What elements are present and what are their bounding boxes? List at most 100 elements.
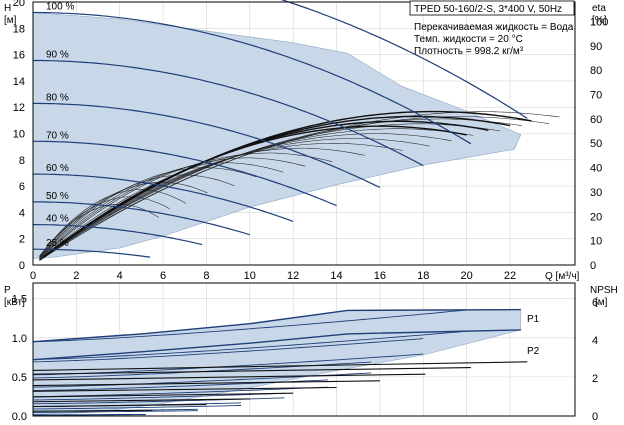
p2-label: P2 — [527, 346, 540, 357]
npsh-tick-label: 2 — [592, 373, 598, 385]
head-axis-unit: [м] — [4, 15, 17, 26]
eta-tick-label: 10 — [590, 236, 602, 248]
head-tick-label: 18 — [13, 23, 25, 35]
power-tick-label: 0.5 — [12, 372, 27, 384]
p1-label: P1 — [527, 314, 540, 325]
efficiency-curve — [39, 203, 159, 257]
head-curve — [33, 248, 151, 258]
speed-label: 25 % — [46, 238, 69, 249]
eta-axis-unit: [%] — [592, 15, 607, 26]
head-curve — [33, 224, 203, 246]
speed-labels: 110 %100 %90 %80 %70 %60 %50 %40 %25 % — [46, 2, 74, 250]
head-curve — [33, 140, 337, 207]
power-plot-frame — [32, 282, 576, 417]
flow-tick-label: 8 — [203, 270, 209, 282]
head-curve — [33, 201, 250, 236]
npsh-axis-label: NPSH — [590, 285, 618, 296]
power-series-curves — [32, 308, 521, 361]
head-curve — [33, 59, 424, 167]
flow-axis-label: Q [м³/ч] — [545, 271, 580, 282]
efficiency-curve — [39, 167, 257, 258]
efficiency-curves — [39, 110, 560, 261]
npsh-curve — [32, 367, 471, 375]
eta-tick-label: 70 — [590, 90, 602, 102]
eta-tick-label: 40 — [590, 163, 602, 175]
flow-tick-label: 6 — [160, 270, 166, 282]
speed-label: 60 % — [46, 163, 69, 174]
eta-tick-label: 60 — [590, 114, 602, 126]
npsh-curve — [32, 361, 528, 371]
flow-tick-label: 4 — [117, 270, 123, 282]
flow-tick-label: 10 — [244, 270, 256, 282]
power-tick-labels: 0.0 0.5 1.0 1.5 — [12, 294, 27, 423]
flow-tick-labels: 0 2 4 6 8 10 12 14 16 18 20 22 — [30, 270, 516, 282]
speed-label: 50 % — [46, 191, 69, 202]
head-axis-label: H — [4, 3, 11, 14]
head-curve — [33, 11, 472, 145]
npsh-tick-label: 6 — [592, 297, 598, 309]
flow-tick-label: 2 — [73, 270, 79, 282]
head-tick-label: 2 — [19, 234, 25, 246]
power-axis-unit: [кВт] — [4, 297, 25, 308]
power-speed-curve — [32, 309, 467, 343]
power-speed-curve — [32, 410, 198, 413]
power-plot: 0.0 0.5 1.0 1.5 0 2 4 6 P [кВт] NPSH [м] P1 P2 — [4, 282, 618, 423]
eta-tick-label: 30 — [590, 187, 602, 199]
efficiency-curve — [39, 189, 186, 257]
npsh-curve — [32, 409, 153, 412]
head-tick-label: 8 — [19, 155, 25, 167]
npsh-curve — [32, 386, 337, 392]
eta-tick-label: 50 — [590, 138, 602, 150]
npsh-curve — [32, 404, 207, 408]
eta-tick-label: 90 — [590, 41, 602, 53]
eta-tick-label: 0 — [590, 260, 596, 272]
eta-tick-label: 20 — [590, 211, 602, 223]
flow-tick-label: 18 — [417, 270, 429, 282]
head-tick-label: 14 — [13, 76, 25, 88]
power-tick-label: 0.0 — [12, 411, 27, 423]
power-speed-curve — [32, 330, 467, 360]
npsh-tick-label: 0 — [592, 411, 598, 423]
efficiency-curve-bold — [43, 125, 467, 258]
power-speed-curve — [32, 338, 424, 363]
efficiency-curve — [39, 181, 208, 258]
head-tick-label: 12 — [13, 102, 25, 114]
head-curves — [33, 0, 528, 258]
head-tick-label: 6 — [19, 181, 25, 193]
head-tick-label: 10 — [13, 129, 25, 141]
density-label: Плотность = 998.2 кг/м³ — [414, 46, 524, 57]
npsh-axis-unit: [м] — [595, 297, 608, 308]
npsh-curve — [32, 392, 294, 398]
efficiency-curve — [39, 116, 550, 261]
npsh-tick-label: 4 — [592, 335, 598, 347]
efficiency-curve — [39, 174, 235, 258]
power-speed-curve — [33, 405, 242, 410]
power-series-curve — [32, 329, 521, 361]
flow-tick-label: 22 — [504, 270, 516, 282]
power-speed-curve — [32, 386, 328, 398]
efficiency-curve — [39, 162, 284, 259]
head-tick-label: 16 — [13, 50, 25, 62]
flow-tick-label: 0 — [30, 270, 36, 282]
power-tick-label: 1.0 — [12, 333, 27, 345]
model-label: TPED 50-160/2-S, 3*400 V, 50Hz — [414, 4, 562, 15]
npsh-curves — [32, 361, 528, 412]
speed-label: 100 % — [46, 2, 74, 13]
speed-label: 40 % — [46, 214, 69, 225]
speed-label: 70 % — [46, 130, 69, 141]
flow-tick-label: 16 — [374, 270, 386, 282]
efficiency-curve — [39, 133, 452, 261]
head-plot: 110 %100 %90 %80 %70 %60 %50 %40 %25 % 0… — [4, 0, 608, 282]
npsh-curve — [32, 380, 380, 387]
npsh-curve — [32, 398, 250, 403]
temperature-label: Темп. жидкости = 20 °C — [414, 34, 523, 45]
eta-tick-labels: 0 10 20 30 40 50 60 70 80 90 100 — [590, 16, 608, 272]
head-curve — [33, 102, 381, 188]
power-tick-label: 1.5 — [12, 294, 27, 306]
eta-tick-label: 100 — [590, 16, 608, 28]
efficiency-curve — [39, 118, 522, 261]
model-box — [409, 0, 575, 16]
head-tick-label: 20 — [13, 0, 25, 9]
flow-tick-label: 12 — [287, 270, 299, 282]
eta-axis-label: eta — [592, 3, 606, 14]
